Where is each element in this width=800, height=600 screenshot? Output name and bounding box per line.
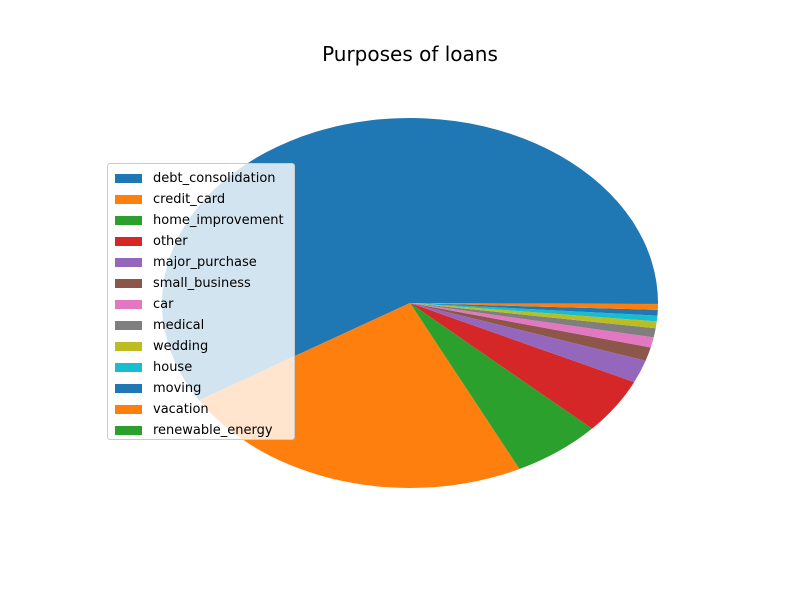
legend-item: other (108, 231, 294, 252)
chart-title: Purposes of loans (322, 42, 498, 66)
legend-label: small_business (153, 276, 251, 291)
legend-label: home_improvement (153, 213, 284, 228)
legend-swatch (115, 426, 142, 435)
legend-swatch (115, 342, 142, 351)
legend-item: major_purchase (108, 252, 294, 273)
legend-swatch (115, 321, 142, 330)
pie-slice-vacation (410, 303, 658, 310)
pie-slice-renewable-energy (410, 303, 658, 305)
legend-label: wedding (153, 339, 209, 354)
legend-item: small_business (108, 273, 294, 294)
legend-label: medical (153, 318, 205, 333)
legend-swatch (115, 363, 142, 372)
legend-swatch (115, 384, 142, 393)
pie-slice-other (410, 303, 635, 429)
legend-item: home_improvement (108, 210, 294, 231)
pie-slice-major-purchase (410, 303, 646, 383)
legend-swatch (115, 174, 142, 183)
pie-slice-credit-card (199, 303, 520, 489)
legend-swatch (115, 216, 142, 225)
legend-label: car (153, 297, 174, 312)
pie-slice-medical (410, 303, 656, 338)
legend-item: debt_consolidation (108, 168, 294, 189)
legend-item: house (108, 357, 294, 378)
pie-slice-small-business (410, 303, 651, 361)
legend-label: major_purchase (153, 255, 257, 270)
legend-label: debt_consolidation (153, 171, 276, 186)
legend-label: other (153, 234, 188, 249)
legend-item: medical (108, 315, 294, 336)
legend-item: credit_card (108, 189, 294, 210)
legend-item: moving (108, 378, 294, 399)
pie-slice-home-improvement (410, 303, 593, 469)
legend-label: moving (153, 381, 202, 396)
legend: debt_consolidation credit_card home_improv… (107, 163, 295, 440)
legend-swatch (115, 195, 142, 204)
pie-slice-car (410, 303, 654, 348)
legend-label: vacation (153, 402, 209, 417)
legend-item: car (108, 294, 294, 315)
legend-item: wedding (108, 336, 294, 357)
pie-slice-house (410, 303, 658, 322)
legend-label: credit_card (153, 192, 226, 207)
pie-slice-moving (410, 303, 658, 316)
legend-swatch (115, 405, 142, 414)
legend-label: renewable_energy (153, 423, 273, 438)
legend-swatch (115, 237, 142, 246)
legend-swatch (115, 300, 142, 309)
pie-slice-wedding (410, 303, 657, 329)
legend-label: house (153, 360, 193, 375)
legend-item: renewable_energy (108, 420, 294, 441)
legend-swatch (115, 279, 142, 288)
legend-item: vacation (108, 399, 294, 420)
legend-swatch (115, 258, 142, 267)
